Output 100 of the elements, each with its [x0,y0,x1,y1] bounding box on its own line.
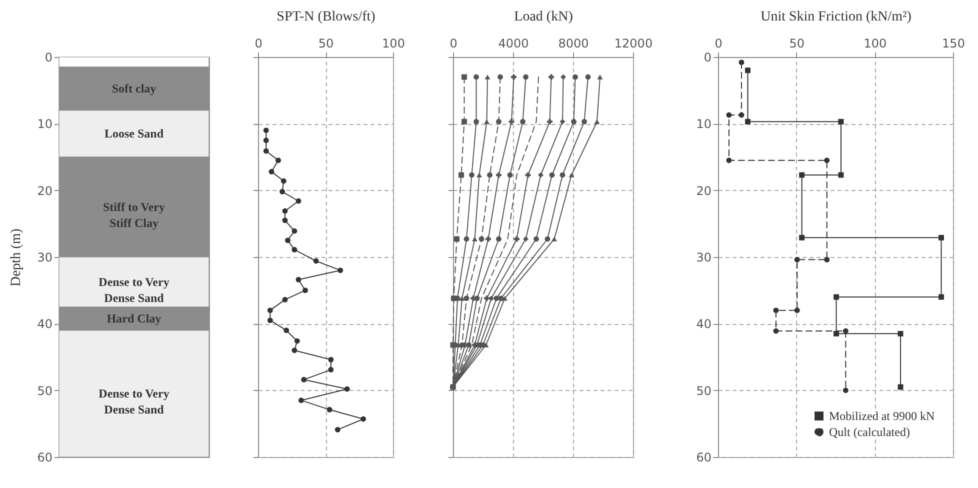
point [328,366,334,372]
x-axis-title: Unit Skin Friction (kN/m²) [760,10,912,24]
point [296,198,302,204]
series-label: Hard Clay [106,312,162,326]
point [296,276,302,282]
point [458,172,464,178]
x-tick-label: 4000 [498,36,529,50]
point [544,236,550,242]
point [502,296,508,301]
point [572,74,578,80]
point [276,158,281,164]
point [549,172,555,178]
point [462,118,467,124]
point [301,376,307,382]
point [476,172,482,178]
y-tick-label: 60 [696,450,712,464]
y-tick-label: 30 [696,250,712,264]
y-axis-title: Depth (m) [9,228,24,286]
y-tick-label: 0 [704,50,712,64]
series-label: Loose Sand [104,126,164,141]
point [534,236,539,242]
point [282,208,288,214]
point [498,296,504,302]
point [267,318,273,324]
point [520,118,526,124]
point [344,386,350,392]
point [552,236,557,242]
series-label: Dense to Very Dense Sand [98,386,170,417]
point [560,118,566,124]
point [568,172,574,178]
point [328,356,334,362]
point [547,118,552,124]
point [484,74,490,80]
x-tick-label: 0 [450,36,458,50]
point [464,296,470,302]
x-tick-label: 50 [318,36,334,50]
x-axis-title: SPT-N (Blows/ft) [276,10,376,24]
y-tick-label: 40 [37,317,52,332]
point [338,268,344,274]
point [594,119,600,124]
point [280,178,286,184]
point [571,118,576,124]
point [267,308,273,314]
point [294,338,300,344]
point [282,296,288,302]
point [496,172,502,178]
point [474,118,479,124]
point [507,172,513,178]
point [280,188,286,194]
point [508,118,514,124]
x-tick-label: 150 [942,36,965,50]
y-tick-label: 50 [37,384,52,398]
point [484,119,490,124]
series-label: Dense to Very Dense Sand [98,275,170,305]
y-tick-label: 60 [37,450,52,464]
point [454,236,460,242]
point [560,172,566,178]
legend-label: Mobilized at 9900 kN [829,409,935,423]
point [511,74,516,80]
point [496,236,502,242]
y-tick-label: 50 [696,384,712,398]
point [462,74,467,80]
point [298,398,304,404]
point [284,238,290,244]
point [360,416,366,422]
point [496,118,502,124]
y-tick-label: 30 [37,250,52,264]
x-tick-label: 100 [382,36,405,50]
point [474,74,479,80]
point [486,236,491,242]
point [284,328,290,334]
point [263,128,269,134]
point [313,258,319,264]
point [459,296,465,301]
point [474,296,480,302]
point [466,342,472,348]
point [292,246,298,252]
point [334,426,340,432]
point [597,74,603,80]
x-tick-label: 100 [864,36,887,50]
y-tick-label: 10 [696,117,712,132]
point [292,348,298,354]
point [582,118,587,124]
point [302,288,308,294]
point [268,168,274,174]
point [498,74,503,80]
point [292,228,298,234]
x-tick-label: 50 [789,36,804,50]
point [484,296,490,302]
series-label: Soft clay [112,82,156,96]
point [263,138,269,144]
point [488,296,494,302]
x-tick-label: 8000 [558,36,589,50]
point [282,218,288,224]
x-tick-label: 0 [714,36,722,50]
point [326,406,332,412]
x-axis-title: Load (kN) [514,10,574,24]
point [548,74,554,80]
point [478,236,484,242]
point [464,236,470,242]
